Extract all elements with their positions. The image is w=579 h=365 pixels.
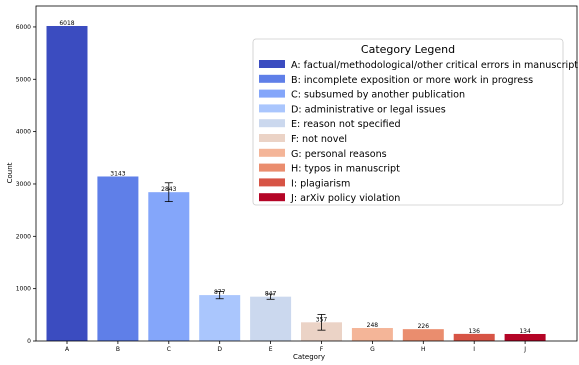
plot-frame [35, 5, 578, 342]
legend-swatch-b [259, 74, 285, 83]
bar-a [46, 25, 88, 342]
x-tick-label: E [269, 346, 273, 353]
legend-label-g: G: personal reasons [291, 149, 387, 160]
legend-swatch-d [259, 104, 285, 113]
legend-swatch-h [259, 163, 285, 172]
bar-j [504, 333, 546, 341]
bar-f [301, 322, 342, 341]
bar-c [148, 192, 190, 341]
bar-h [402, 329, 444, 341]
y-tick-label: 3000 [16, 181, 31, 188]
x-axis-title: Category [293, 353, 325, 361]
legend-label-a: A: factual/methodological/other critical… [291, 60, 578, 71]
legend-label-d: D: administrative or legal issues [291, 104, 446, 115]
bar-b [97, 176, 139, 341]
value-label-d: 877 [214, 289, 226, 296]
value-label-e: 847 [265, 291, 277, 298]
x-tick-label: A [65, 346, 70, 353]
y-tick-label: 4000 [16, 129, 31, 136]
value-label-h: 226 [418, 323, 430, 330]
value-label-j: 134 [519, 328, 531, 335]
legend-swatch-e [259, 119, 285, 128]
legend-swatch-f [259, 134, 285, 142]
bar-d [199, 295, 241, 341]
legend-box [252, 38, 564, 206]
x-tick-label: H [421, 346, 426, 353]
legend-label-i: I: plagiarism [291, 178, 350, 189]
value-label-i: 136 [468, 328, 480, 335]
bar-i [453, 333, 495, 341]
value-label-c: 2843 [161, 186, 176, 193]
y-axis-title: Count [6, 162, 14, 183]
y-tick-label: 1000 [16, 286, 31, 293]
x-tick-label: F [320, 346, 324, 353]
bars-group [46, 25, 546, 342]
x-tick-label: B [116, 346, 120, 353]
x-tick-label: J [523, 346, 526, 353]
y-tick-label: 6000 [16, 24, 31, 31]
x-tick-label: I [473, 346, 475, 353]
legend-swatch-i [259, 178, 285, 187]
value-label-b: 3143 [110, 170, 125, 177]
legend-items: A: factual/methodological/other critical… [259, 60, 578, 204]
legend-label-c: C: subsumed by another publication [291, 90, 465, 101]
legend: Category Legend A: factual/methodologica… [252, 38, 578, 206]
legend-label-e: E: reason not specified [291, 119, 401, 130]
legend-label-f: F: not novel [291, 134, 347, 145]
x-tick-label: D [217, 346, 222, 353]
legend-swatch-g [259, 148, 285, 157]
x-axis: A B C D E F G H I J [65, 341, 526, 353]
value-label-f: 357 [316, 316, 328, 323]
legend-label-j: J: arXiv policy violation [290, 193, 400, 204]
legend-swatch-a [259, 60, 285, 68]
x-tick-label: C [167, 346, 171, 353]
y-axis: 0 1000 2000 3000 4000 5000 6000 [16, 24, 36, 345]
legend-label-b: B: incomplete exposition or more work in… [291, 75, 533, 86]
legend-title: Category Legend [361, 43, 455, 56]
y-tick-label: 2000 [16, 233, 31, 240]
legend-swatch-j [259, 193, 285, 202]
bar-g [351, 328, 393, 341]
y-tick-label: 0 [27, 338, 31, 345]
y-tick-label: 5000 [16, 76, 31, 83]
value-labels-group: 6018 3143 2843 877 847 357 248 226 136 134 [59, 20, 531, 335]
legend-swatch-c [259, 89, 285, 98]
value-label-g: 248 [367, 322, 379, 329]
bar-e [250, 296, 292, 341]
value-label-a: 6018 [59, 20, 74, 27]
error-bars-group [164, 182, 326, 331]
x-tick-label: G [370, 346, 375, 353]
legend-label-h: H: typos in manuscript [291, 164, 400, 175]
